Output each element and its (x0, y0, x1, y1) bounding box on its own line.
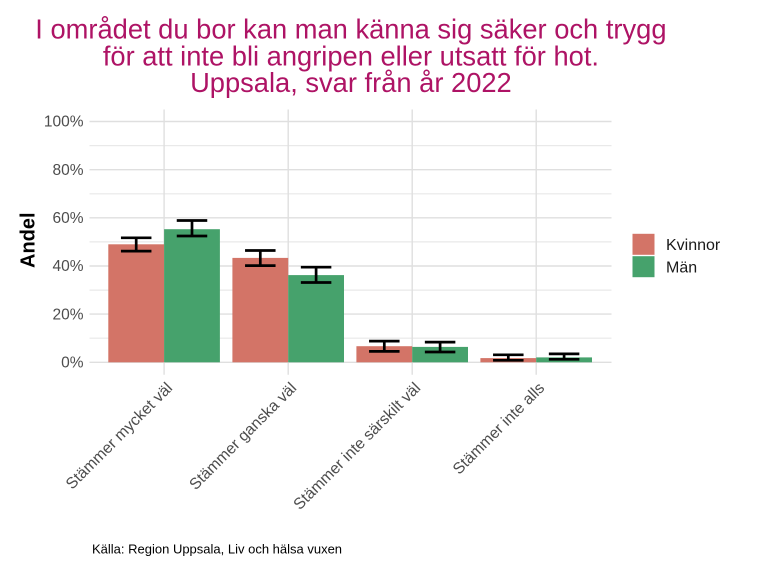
svg-text:20%: 20% (52, 306, 83, 323)
svg-text:40%: 40% (52, 258, 83, 275)
svg-text:Stämmer mycket väl: Stämmer mycket väl (63, 380, 176, 493)
svg-text:Kvinnor: Kvinnor (666, 237, 721, 254)
svg-text:80%: 80% (52, 162, 83, 179)
svg-text:I området du bor kan man känna: I området du bor kan man känna sig säker… (35, 14, 666, 45)
svg-text:för att inte bli angripen elle: för att inte bli angripen eller utsatt f… (103, 40, 599, 71)
svg-text:Källa: Region Uppsala, Liv och: Källa: Region Uppsala, Liv och hälsa vux… (92, 542, 342, 557)
svg-text:Andel: Andel (18, 212, 40, 268)
svg-text:Stämmer ganska väl: Stämmer ganska väl (186, 380, 300, 494)
svg-text:0%: 0% (61, 355, 84, 372)
svg-text:Stämmer inte alls: Stämmer inte alls (450, 380, 548, 478)
svg-text:60%: 60% (52, 210, 83, 227)
svg-text:100%: 100% (44, 114, 84, 131)
svg-text:Män: Män (666, 259, 697, 276)
svg-text:Stämmer inte särskilt väl: Stämmer inte särskilt väl (291, 380, 425, 514)
svg-text:Uppsala, svar från år 2022: Uppsala, svar från år 2022 (190, 67, 512, 98)
